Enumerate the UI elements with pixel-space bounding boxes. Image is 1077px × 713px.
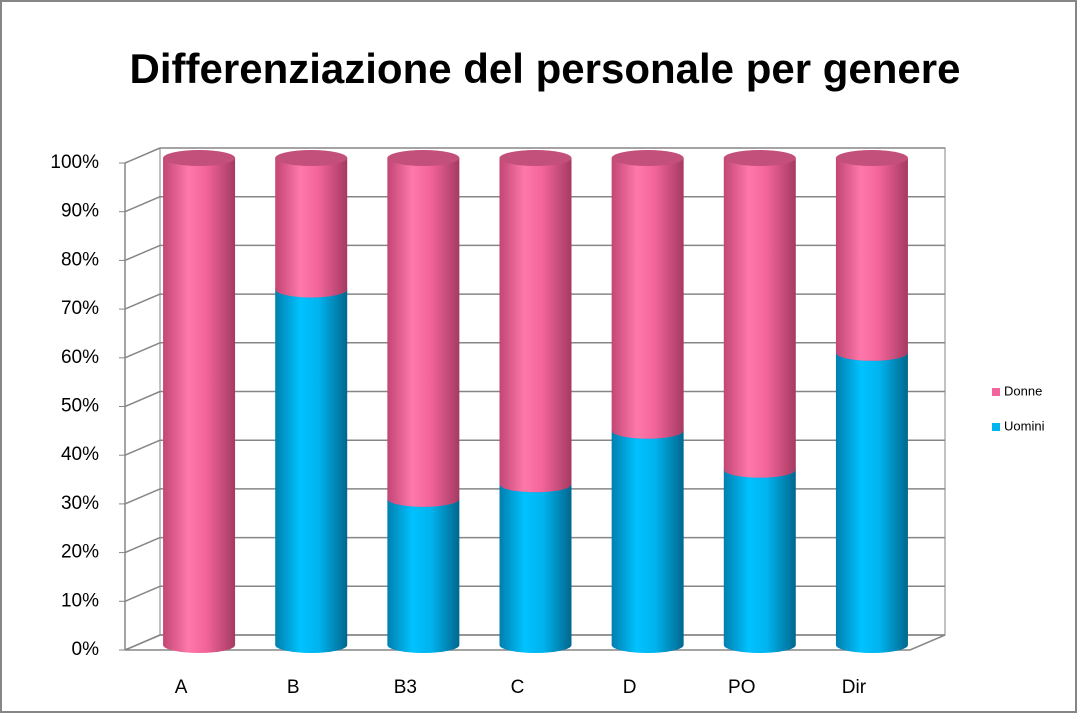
x-tick-label: C — [511, 677, 525, 698]
bar-segment — [611, 150, 684, 439]
x-tick-label: Dir — [842, 677, 867, 698]
y-tick-label: 0% — [72, 639, 100, 660]
bar-segment — [163, 150, 236, 653]
y-tick-label: 70% — [61, 298, 99, 319]
cylinder-part — [499, 150, 572, 166]
grid-side — [124, 585, 161, 602]
grid-side — [124, 147, 161, 164]
grid-side — [124, 488, 161, 505]
x-tick-label: A — [175, 677, 188, 698]
cylinder-part — [611, 158, 684, 439]
bar-segment — [499, 150, 572, 493]
chart-title: Differenziazione del personale per gener… — [130, 45, 961, 92]
grid-side — [124, 244, 161, 262]
cylinder-part — [835, 352, 908, 653]
cylinder-part — [387, 150, 460, 166]
cylinder-part — [499, 484, 572, 653]
grid-side — [124, 634, 161, 651]
cylinder-part — [275, 150, 348, 166]
grid-side — [124, 536, 161, 554]
cylinder-part — [723, 150, 796, 166]
y-tick-label: 40% — [61, 444, 99, 465]
x-tick-label: B — [287, 677, 300, 698]
x-tick-label: D — [623, 677, 637, 698]
cylinder-part — [611, 430, 684, 653]
y-tick-label: 20% — [61, 542, 99, 563]
bar-segment — [275, 281, 348, 653]
bar-segment — [387, 490, 460, 653]
bar-segment — [723, 150, 796, 478]
cylinder-part — [499, 158, 572, 493]
cylinder-part — [835, 158, 908, 361]
x-tick-label: PO — [728, 677, 755, 698]
grid-side — [124, 390, 161, 408]
cylinder-part — [387, 498, 460, 653]
cylinder-part — [723, 469, 796, 653]
grid-side — [124, 439, 161, 456]
legend-swatch — [992, 388, 1000, 396]
y-tick-label: 80% — [61, 249, 99, 270]
bar-segment — [835, 344, 908, 653]
legend-label: Donne — [1004, 383, 1042, 398]
cylinder-part — [835, 150, 908, 166]
y-tick-label: 50% — [61, 396, 99, 417]
cylinder-part — [275, 289, 348, 653]
cylinder-part — [163, 150, 236, 166]
y-tick-label: 90% — [61, 201, 99, 222]
bar-segment — [275, 150, 348, 298]
legend-swatch — [992, 423, 1000, 431]
cylinder-part — [387, 158, 460, 507]
y-tick-label: 100% — [50, 152, 99, 173]
cylinder-part — [163, 158, 236, 653]
cylinder-part — [611, 150, 684, 166]
y-tick-label: 60% — [61, 347, 99, 368]
cylinder-part — [723, 158, 796, 478]
x-tick-label: B3 — [394, 677, 417, 698]
bar-segment — [499, 476, 572, 653]
grid-side — [124, 342, 161, 359]
y-tick-label: 30% — [61, 493, 99, 514]
grid-side — [124, 196, 161, 213]
legend-label: Uomini — [1004, 418, 1045, 433]
grid-side — [124, 293, 161, 310]
y-tick-label: 10% — [61, 590, 99, 611]
bar-segment — [611, 422, 684, 653]
bar-segment — [387, 150, 460, 507]
cylinder-part — [275, 158, 348, 298]
bar-segment — [835, 150, 908, 361]
bar-segment — [723, 461, 796, 653]
